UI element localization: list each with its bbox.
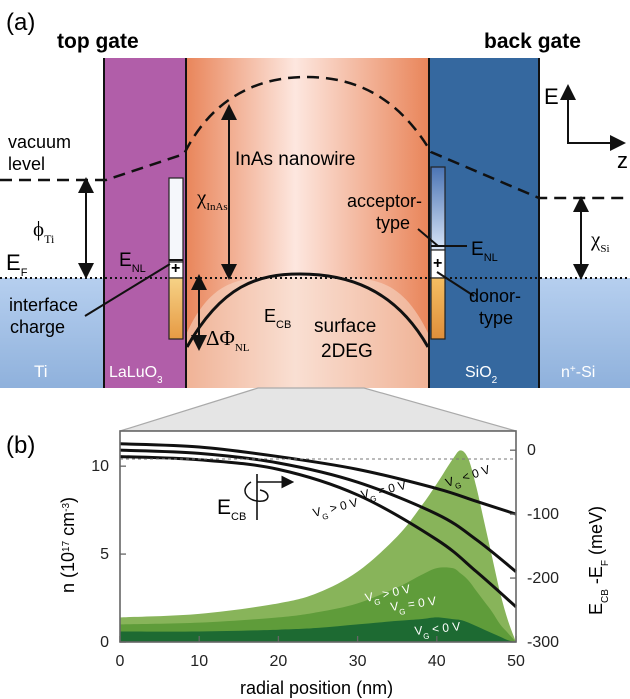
left-enl-label: ENL	[119, 250, 146, 275]
acceptor-leader-line	[417, 228, 439, 247]
sio2-label: SiO2	[465, 364, 498, 386]
y-right-tick-label-0: 0	[527, 442, 536, 459]
back-gate-label: back gate	[484, 30, 581, 53]
x-tick-label-0: 0	[116, 653, 125, 670]
surface-2deg-fill	[186, 277, 429, 388]
right-interface-box-top	[430, 166, 446, 251]
vacuum-label-line1: vacuum	[8, 132, 71, 152]
y-left-tick-label-10: 10	[91, 458, 109, 475]
left-interface-box-bottom	[168, 277, 184, 340]
y-right-tick-label--200: -200	[527, 570, 559, 587]
ecb-rotation-marker	[244, 474, 295, 520]
interface-label-line2: charge	[10, 317, 65, 337]
ecb-line-1	[119, 442, 517, 516]
left-interface-box-top	[168, 177, 184, 263]
inas-nanowire-label: InAs nanowire	[235, 149, 355, 170]
y-right-axis-title: ECB -EF (meV)	[586, 506, 611, 615]
ecb-series-layer	[119, 442, 517, 608]
right-enl-label: ENL	[471, 239, 498, 264]
chi-si-label: χSi	[590, 227, 610, 255]
panel-a: (a) top gate back gate	[0, 9, 630, 388]
donor-leader-line	[436, 271, 475, 297]
left-plus: +	[171, 260, 180, 277]
x-tick-label-30: 30	[349, 653, 367, 670]
ti-label: Ti	[34, 362, 48, 381]
top-gate-label: top gate	[57, 30, 139, 53]
y-right-tick-label--100: -100	[527, 506, 559, 523]
vacuum-label-line2: level	[8, 154, 45, 174]
lalu-label: LaLuO3	[109, 364, 163, 386]
density-zero-label: VG = 0 V	[389, 594, 437, 618]
nsi-lower-band	[539, 278, 630, 388]
ecb-line-2	[119, 448, 517, 573]
x-tick-label-50: 50	[507, 653, 525, 670]
acceptor-label-line2: type	[376, 213, 410, 233]
plot-frame	[119, 430, 517, 643]
ecb-label-a: ECB	[264, 306, 291, 331]
right-interface-box-bottom	[430, 277, 446, 340]
density-neg-label: VG < 0 V	[414, 619, 462, 641]
ti-lower-band	[0, 278, 105, 388]
ecb-line-3	[119, 455, 517, 608]
density-area-3	[120, 617, 516, 642]
panel-b-label: (b)	[6, 432, 35, 459]
conduction-band-curve	[185, 272, 430, 348]
ef-label: EF	[6, 250, 28, 279]
zoom-connector	[119, 387, 517, 432]
x-tick-label-20: 20	[270, 653, 288, 670]
x-axis-title: radial position (nm)	[240, 678, 393, 698]
density-series-layer	[120, 450, 516, 642]
phi-ti-label: ϕTi	[33, 217, 55, 246]
surface-label-line1: surface	[314, 316, 376, 337]
ecb-zero-label: VG = 0 V	[360, 478, 409, 505]
delta-phi-label: ΔΦNL	[206, 326, 250, 354]
axes-layer: 0 10 20 30 40 50 0 5 10 0 -100 -200 -300	[91, 430, 559, 670]
interface-label-line1: interface	[9, 295, 78, 315]
nsi-label: n+-Si	[561, 364, 595, 382]
rotation-curve	[244, 481, 269, 502]
y-left-axis-title: n (1017 cm-3)	[58, 497, 78, 593]
sio2-layer	[429, 58, 539, 388]
interface-leader-line	[84, 263, 171, 317]
surface-label-line2: 2DEG	[321, 341, 373, 362]
x-tick-label-10: 10	[190, 653, 208, 670]
panel-a-label: (a)	[6, 9, 35, 36]
acceptor-label-line1: acceptor-	[347, 191, 422, 211]
donor-label-line2: type	[479, 308, 513, 328]
donor-label-line1: donor-	[469, 286, 521, 306]
y-left-tick-label-0: 0	[100, 634, 109, 651]
ecb-label-b: ECB	[217, 496, 246, 523]
x-tick-label-40: 40	[428, 653, 446, 670]
chi-inas-label: χInAs	[196, 185, 228, 213]
e-axis-label: E	[544, 84, 559, 109]
z-axis-label: z	[617, 148, 628, 173]
right-plus: +	[433, 255, 442, 272]
y-left-tick-label-5: 5	[100, 546, 109, 563]
y-right-tick-label--300: -300	[527, 634, 559, 651]
density-pos-label: VG > 0 V	[364, 582, 413, 609]
panel-b: (b) 0 10 20 30 40 50 0 5 10 0 -100 -200 -300 ECB VG …	[6, 430, 611, 698]
